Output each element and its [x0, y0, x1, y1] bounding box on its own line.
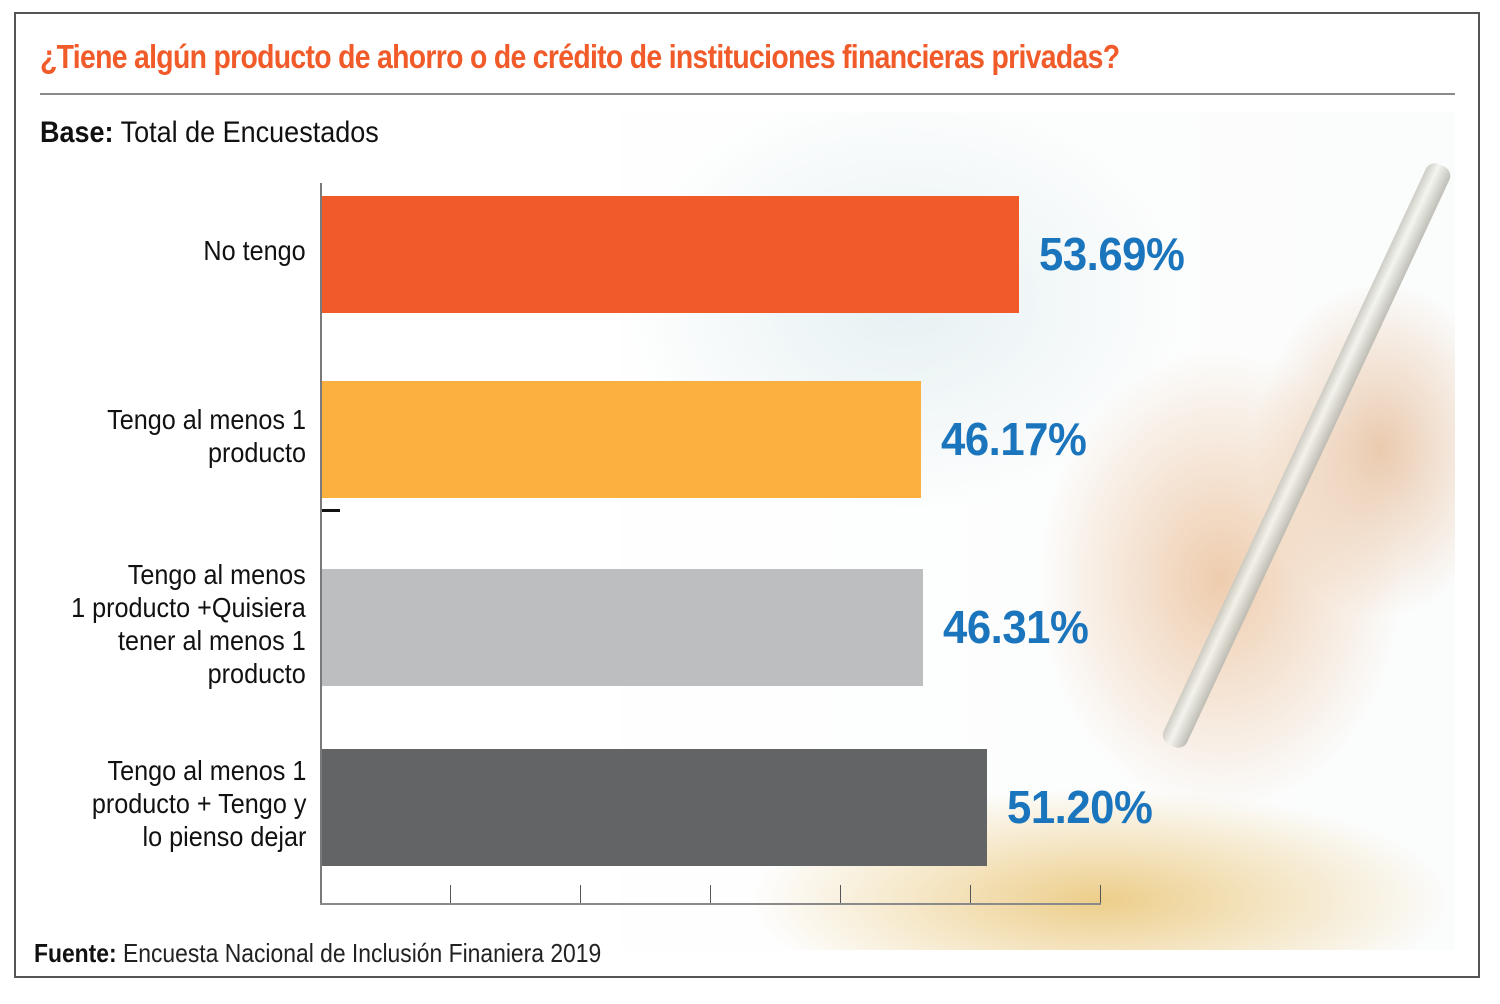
source-note: Fuente: Encuesta Nacional de Inclusión F… — [34, 938, 601, 969]
title-divider — [40, 93, 1455, 95]
chart-title: ¿Tiene algún producto de ahorro o de cré… — [40, 38, 1120, 75]
x-tick — [450, 885, 451, 904]
bar-3 — [321, 569, 924, 686]
x-tick — [970, 885, 971, 904]
axis-stub-mark — [322, 509, 340, 512]
x-tick — [710, 885, 711, 904]
source-text: Encuesta Nacional de Inclusión Finaniera… — [122, 938, 602, 968]
x-tick — [580, 885, 581, 904]
base-text: Total de Encuestados — [120, 116, 379, 149]
x-axis-line — [320, 903, 1101, 905]
value-label: 46.17% — [941, 412, 1087, 465]
x-tick — [840, 885, 841, 904]
category-label: No tengo — [203, 235, 306, 266]
base-label: Base: — [40, 116, 114, 149]
base-note: Base: Total de Encuestados — [40, 116, 379, 150]
bar-4 — [321, 749, 987, 866]
bar-2 — [321, 381, 922, 498]
y-axis-line — [320, 183, 322, 905]
category-label: Tengo al menos 1 producto + Tengo y lo p… — [91, 755, 306, 852]
bar-1 — [321, 196, 1019, 313]
category-label: Tengo al menos 1 producto — [107, 403, 306, 468]
category-label: Tengo al menos 1 producto +Quisiera tene… — [71, 558, 306, 689]
x-tick — [1100, 885, 1101, 904]
source-label: Fuente: — [34, 938, 117, 968]
value-label: 46.31% — [943, 600, 1089, 653]
value-label: 53.69% — [1038, 227, 1185, 280]
value-label: 51.20% — [1006, 780, 1153, 833]
